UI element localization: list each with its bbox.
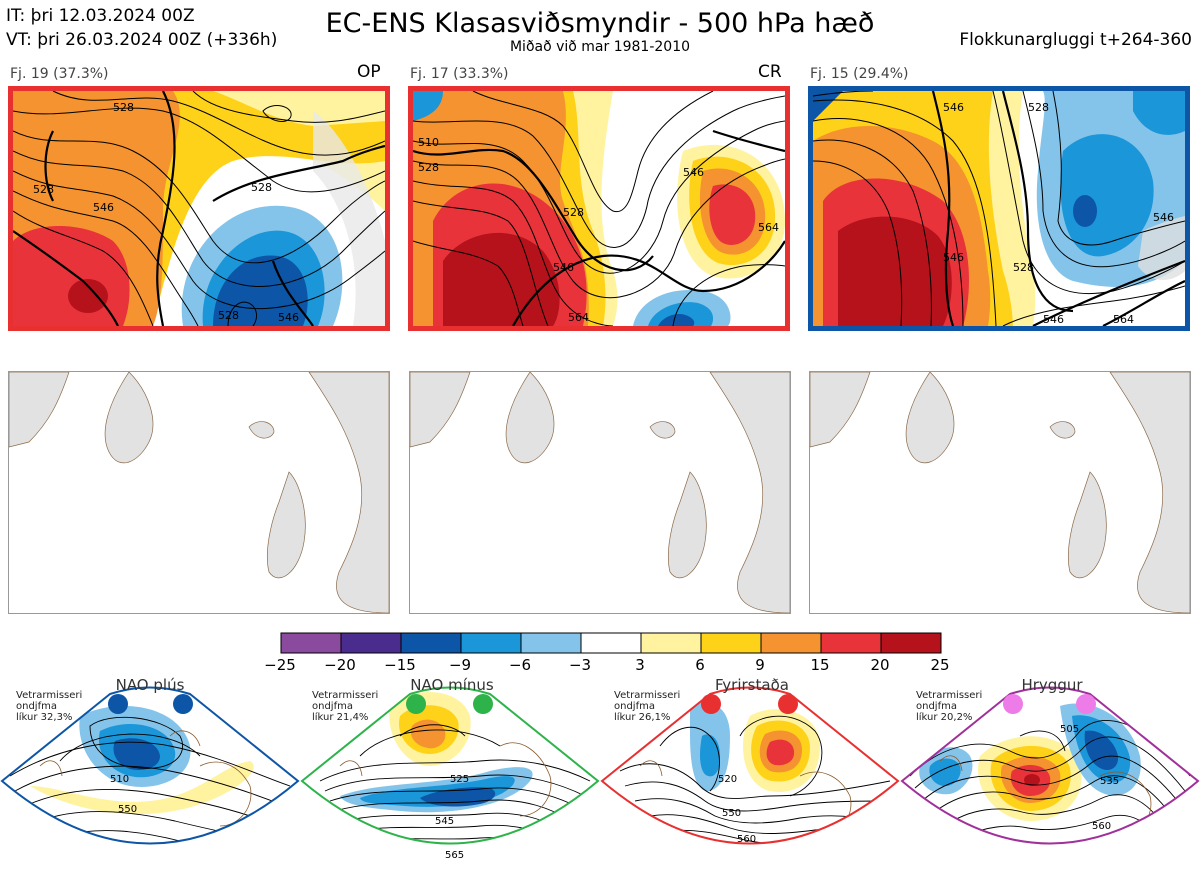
colorbar-cell [880,632,942,654]
contour-label: 564 [1113,313,1134,326]
colorbar-cell [700,632,762,654]
regime-nao-minus: 525 545 565 Vetrarmisseri ondjfma líkur 21… [300,676,600,871]
regime-label: 525 [450,774,469,785]
colorbar-cell [580,632,642,654]
colorbar-tick: −25 [264,656,296,674]
colorbar [280,632,942,654]
regime-blocking: 520 550 560 Vetrarmisseri ondjfma líkur 26… [600,676,900,871]
regime-label: 520 [718,774,737,785]
contour-label: 564 [758,221,779,234]
regime-stat: Vetrarmisseri ondjfma líkur 32,3% [16,690,83,723]
regime-label: 565 [445,850,464,861]
cluster-3-anomaly-map [809,371,1191,614]
regime-name: NAO mínus [410,676,494,694]
cluster-3-label: Fj. 15 (29.4%) [810,66,909,82]
contour-label: 528 [1013,261,1034,274]
colorbar-cell [340,632,402,654]
regime-name: NAO plús [115,676,185,694]
contour-label: 546 [943,251,964,264]
colorbar-cell [820,632,882,654]
contour-label: 546 [553,261,574,274]
contour-label: 510 [418,136,439,149]
colorbar-tick: −15 [384,656,416,674]
colorbar-cell [520,632,582,654]
colorbar-tick: −3 [568,656,592,674]
regime-label: 505 [1060,724,1079,735]
contour-label: 528 [33,183,54,196]
regime-label: 550 [118,804,137,815]
cluster-1-map: 528 528 546 528 528 546 [8,86,390,331]
colorbar-tick: −20 [324,656,356,674]
colorbar-tick: 3 [635,656,645,674]
regime-label: 510 [110,774,129,785]
contour-label: 546 [943,101,964,114]
colorbar-tick: 6 [695,656,705,674]
cluster-1-tag: OP [357,62,381,82]
contour-label: 546 [278,311,299,324]
colorbar-tick: 20 [870,656,890,674]
contour-label: 564 [568,311,589,324]
colorbar-cell [640,632,702,654]
colorbar-tick: 15 [810,656,830,674]
contour-label: 546 [1043,313,1064,326]
regime-ridge: 505 535 560 Vetrarmisseri ondjfma líkur 20… [900,676,1200,871]
contour-label: 528 [563,206,584,219]
initial-time: IT: þri 12.03.2024 00Z [6,6,195,26]
contour-label: 546 [1153,211,1174,224]
valid-time: VT: þri 26.03.2024 00Z (+336h) [6,30,278,50]
regime-label: 550 [722,808,741,819]
colorbar-cell [400,632,462,654]
cluster-2-label: Fj. 17 (33.3%) [410,66,509,82]
regime-stat: Vetrarmisseri ondjfma líkur 26,1% [614,690,681,723]
clustering-window: Flokkunargluggi t+264-360 [959,30,1192,50]
regime-label: 560 [1092,821,1111,832]
regime-nao-plus: 510 550 Vetrarmisseri ondjfma líkur 32,3% … [0,676,300,871]
header-left: IT: þri 12.03.2024 00Z VT: þri 26.03.202… [6,4,277,52]
cluster-3-map: 546 528 546 528 546 546 564 [808,86,1190,331]
contour-label: 528 [1028,101,1049,114]
colorbar-tick: 9 [755,656,765,674]
colorbar-tick: 25 [930,656,950,674]
regime-label: 545 [435,816,454,827]
cluster-2-map: 510 528 546 528 564 546 564 [408,86,790,331]
cluster-2-tag: CR [758,62,782,82]
page-subtitle: Miðað við mar 1981-2010 [509,39,691,55]
regime-label: 560 [737,834,756,845]
colorbar-cell [760,632,822,654]
colorbar-cell [460,632,522,654]
regime-label: 535 [1100,776,1119,787]
colorbar-cell [280,632,342,654]
cluster-1-label: Fj. 19 (37.3%) [10,66,109,82]
contour-label: 528 [251,181,272,194]
regime-name: Fyrirstaða [715,676,789,694]
regime-stat: Vetrarmisseri ondjfma líkur 20,2% [916,690,983,723]
cluster-2-anomaly-map [409,371,791,614]
contour-label: 546 [93,201,114,214]
colorbar-tick: −6 [508,656,532,674]
contour-label: 528 [113,101,134,114]
page-title: EC-ENS Klasasviðsmyndir - 500 hPa hæð [325,8,875,39]
regime-name: Hryggur [1021,676,1083,694]
contour-label: 528 [218,309,239,322]
regime-stat: Vetrarmisseri ondjfma líkur 21,4% [312,690,379,723]
cluster-1-anomaly-map [8,371,390,614]
contour-label: 528 [418,161,439,174]
contour-label: 546 [683,166,704,179]
colorbar-tick: −9 [448,656,472,674]
